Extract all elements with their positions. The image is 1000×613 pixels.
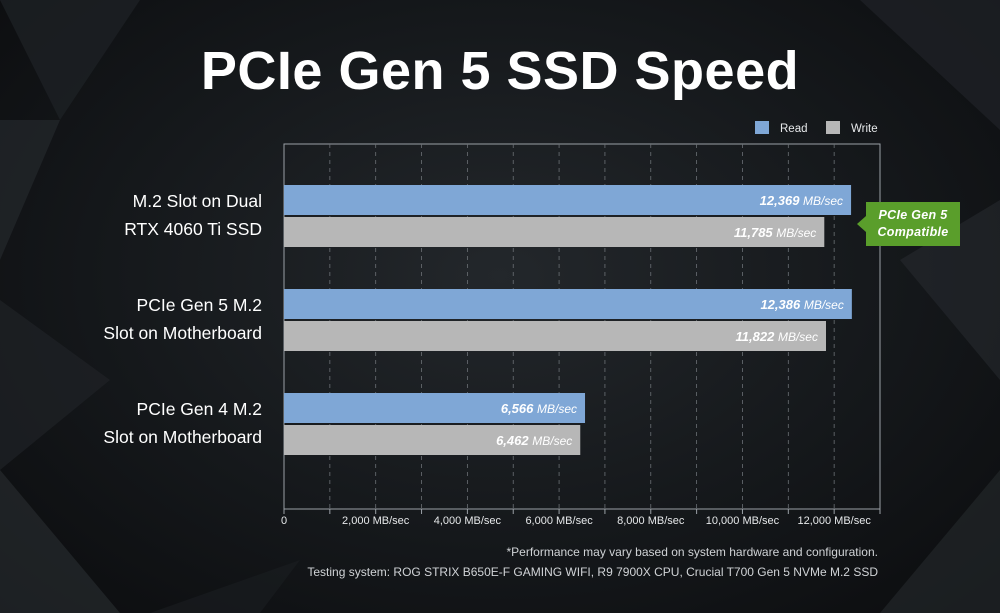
category-label: RTX 4060 Ti SSD	[124, 219, 262, 239]
x-tick-label: 4,000 MB/sec	[434, 515, 502, 527]
page-title: PCIe Gen 5 SSD Speed	[200, 41, 800, 101]
x-tick-label: 12,000 MB/sec	[797, 515, 871, 527]
bar-read	[284, 289, 852, 319]
legend-swatch-write	[826, 121, 840, 134]
legend-swatch-read	[755, 121, 769, 134]
bar-value-label: 11,822 MB/sec	[736, 329, 818, 344]
x-tick-label: 0	[281, 515, 287, 527]
pcie-gen5-compatible-badge: PCIe Gen 5 Compatible	[857, 202, 960, 246]
bar-value-label: 12,369 MB/sec	[760, 193, 843, 208]
x-tick-label: 10,000 MB/sec	[706, 515, 780, 527]
bar-value-label: 12,386 MB/sec	[760, 297, 843, 312]
footnote-performance: *Performance may vary based on system ha…	[506, 545, 878, 559]
legend-label-read: Read	[780, 123, 808, 135]
category-label: M.2 Slot on Dual	[133, 191, 262, 211]
x-tick-label: 6,000 MB/sec	[525, 515, 593, 527]
x-tick-label: 2,000 MB/sec	[342, 515, 410, 527]
bar-value-label: 6,566 MB/sec	[501, 401, 577, 416]
badge-line-1: PCIe Gen 5	[878, 208, 948, 222]
bar-write	[284, 321, 826, 351]
bar-read	[284, 185, 852, 215]
category-label: PCIe Gen 4 M.2	[137, 399, 262, 419]
category-label: Slot on Motherboard	[103, 323, 262, 343]
bar-write	[284, 425, 581, 455]
bar-value-label: 11,785 MB/sec	[734, 225, 816, 240]
badge-line-2: Compatible	[877, 225, 949, 239]
bar-read	[284, 393, 586, 423]
category-label: Slot on Motherboard	[103, 427, 262, 447]
bar-value-label: 6,462 MB/sec	[496, 433, 572, 448]
bar-write	[284, 217, 825, 247]
footnote-testing-system: Testing system: ROG STRIX B650E-F GAMING…	[307, 565, 878, 579]
legend-label-write: Write	[851, 123, 878, 135]
x-tick-label: 8,000 MB/sec	[617, 515, 685, 527]
category-label: PCIe Gen 5 M.2	[137, 295, 262, 315]
